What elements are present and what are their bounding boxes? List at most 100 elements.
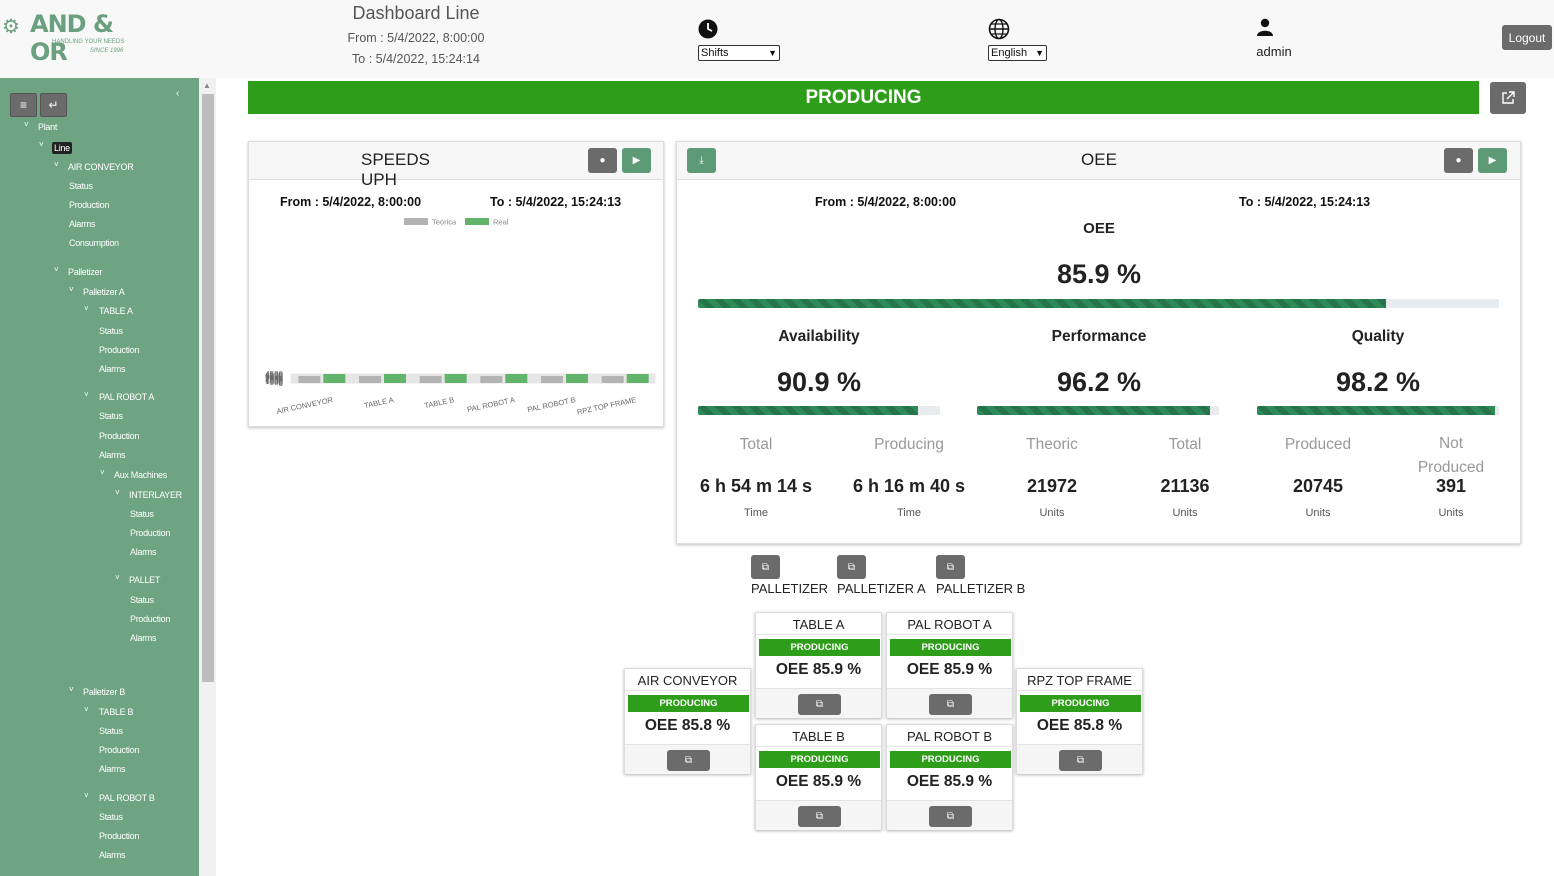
tree-expand-chevron-icon[interactable]: ˅ (100, 468, 105, 477)
sidebar-tree-item[interactable]: Palletizer (68, 267, 103, 277)
palletizer-a-group-button[interactable]: ⧉ (837, 555, 866, 579)
sidebar-tree-item[interactable]: Alarms (99, 850, 126, 860)
chart-xtick-label: PAL ROBOT A (466, 395, 515, 414)
sidebar-tree-item[interactable]: Production (99, 345, 140, 355)
chart-bar (419, 376, 442, 383)
sidebar-tree-item[interactable]: Status (99, 326, 123, 336)
tree-expand-chevron-icon[interactable]: ˅ (69, 285, 74, 294)
machine-open-button[interactable]: ⧉ (929, 806, 972, 827)
play-icon: ▶ (1488, 155, 1497, 166)
expand-icon: ⧉ (815, 699, 824, 710)
oee-play-button[interactable]: ▶ (1478, 148, 1507, 173)
tree-expand-chevron-icon[interactable]: ˅ (115, 488, 120, 497)
tree-expand-chevron-icon[interactable]: ˅ (84, 390, 89, 399)
machine-card-footer: ⧉ (756, 688, 881, 718)
scroll-up-arrow-icon[interactable]: ▲ (203, 81, 211, 90)
speeds-play-button[interactable]: ▶ (622, 148, 651, 173)
machine-status-badge: PRODUCING (628, 695, 749, 712)
sidebar-scrollbar-thumb[interactable] (202, 94, 214, 682)
palletizer-b-group-button[interactable]: ⧉ (936, 555, 965, 579)
sidebar-tree-item[interactable]: Alarms (69, 219, 96, 229)
sidebar-tree-item[interactable]: Plant (38, 122, 58, 132)
availability-progress-fill (698, 406, 918, 415)
sidebar-tree-item[interactable]: Palletizer A (83, 287, 125, 297)
download-button[interactable]: ⤓ (687, 148, 716, 173)
sidebar-tree-item[interactable]: Production (99, 431, 140, 441)
sidebar-tree-item[interactable]: PAL ROBOT B (99, 793, 155, 803)
sidebar-tree-item[interactable]: Status (99, 812, 123, 822)
oee-history-button[interactable]: ● (1444, 148, 1473, 173)
chart-ytick-label: 4000 (265, 371, 283, 380)
sidebar-tree-item[interactable]: Alarms (130, 633, 157, 643)
sidebar-tree-item[interactable]: Alarms (99, 450, 126, 460)
sidebar-tree-item[interactable]: Status (130, 509, 154, 519)
header-to-date: To : 5/4/2022, 15:24:14 (352, 52, 480, 66)
sidebar-tree-item[interactable]: Production (130, 614, 171, 624)
sidebar-tree-item[interactable]: Production (130, 528, 171, 538)
sidebar-tree-item[interactable]: Production (99, 745, 140, 755)
performance-progress-bar (977, 406, 1219, 415)
shift-select-value: Shifts (701, 47, 729, 59)
chart-legend-swatch (404, 218, 428, 225)
sidebar-tree-item[interactable]: Alarms (130, 547, 157, 557)
sidebar-tree-item[interactable]: Status (99, 411, 123, 421)
shift-select[interactable]: Shifts ▼ (698, 45, 780, 61)
quality-progress-bar (1257, 406, 1499, 415)
tree-expand-chevron-icon[interactable]: ˅ (84, 791, 89, 800)
tree-expand-chevron-icon[interactable]: ˅ (84, 705, 89, 714)
sidebar-tree-item[interactable]: INTERLAYER (129, 490, 182, 500)
tree-expand-chevron-icon[interactable]: ˅ (54, 265, 59, 274)
language-select-value: English (991, 47, 1028, 59)
sidebar-tree-item[interactable]: Status (130, 595, 154, 605)
logo-brand: AND & OR (30, 10, 114, 66)
sidebar-tree-item[interactable]: Status (99, 726, 123, 736)
sidebar-tree-item[interactable]: Status (69, 181, 93, 191)
machine-open-button[interactable]: ⧉ (929, 694, 972, 715)
sidebar-tree-item[interactable]: TABLE B (99, 707, 134, 717)
machine-open-button[interactable]: ⧉ (798, 694, 841, 715)
sidebar-tree-item[interactable]: Production (69, 200, 110, 210)
tree-expand-chevron-icon[interactable]: ˅ (39, 140, 44, 149)
speeds-history-button[interactable]: ● (588, 148, 617, 173)
open-external-button[interactable] (1490, 82, 1526, 114)
language-select[interactable]: English ▼ (988, 45, 1047, 61)
machine-name: TABLE B (756, 725, 881, 747)
machine-card: AIR CONVEYOR PRODUCING OEE 85.8 % ⧉ (624, 668, 751, 774)
menu-toggle-button[interactable]: ≡ (10, 93, 37, 117)
company-logo: ⚙ AND & OR HANDLING YOUR NEEDS SINCE 199… (2, 8, 142, 66)
sidebar-tree-item[interactable]: Alarms (99, 764, 126, 774)
sidebar-tree-item[interactable]: TABLE A (99, 306, 133, 316)
chart-bar (626, 374, 649, 383)
sidebar-tree-item[interactable]: Production (99, 831, 140, 841)
sidebar-tree-item[interactable]: PAL ROBOT A (99, 392, 155, 402)
machine-open-button[interactable]: ⧉ (798, 806, 841, 827)
tree-expand-chevron-icon[interactable]: ˅ (69, 685, 74, 694)
chart-ytick-label: 0 (279, 379, 284, 388)
tree-expand-chevron-icon[interactable]: ˅ (115, 573, 120, 582)
chart-xtick-label: TABLE B (424, 395, 456, 410)
machine-open-button[interactable]: ⧉ (1059, 750, 1102, 771)
machine-card-footer: ⧉ (887, 688, 1012, 718)
sidebar-tree-item[interactable]: Line (52, 142, 72, 154)
external-link-icon (1502, 91, 1515, 104)
sidebar-tree-item[interactable]: Aux Machines (114, 470, 167, 480)
collapse-sidebar-icon[interactable]: ‹ (176, 88, 180, 99)
sidebar-tree-item[interactable]: PALLET (129, 575, 161, 585)
header-from-date: From : 5/4/2022, 8:00:00 (347, 31, 485, 45)
sidebar-tree-item[interactable]: AIR CONVEYOR (68, 162, 134, 172)
tree-expand-chevron-icon[interactable]: ˅ (24, 120, 29, 129)
tree-expand-chevron-icon[interactable]: ˅ (84, 304, 89, 313)
machine-open-button[interactable]: ⧉ (667, 750, 710, 771)
logout-button[interactable]: Logout (1502, 25, 1552, 50)
palletizer-group-button[interactable]: ⧉ (751, 555, 780, 579)
sidebar-tree-item[interactable]: Alarms (99, 364, 126, 374)
chart-bar (298, 376, 321, 383)
stat-unit: Units (1172, 507, 1198, 519)
oee-from: From : 5/4/2022, 8:00:00 (815, 195, 957, 209)
tree-expand-chevron-icon[interactable]: ˅ (54, 160, 59, 169)
sidebar-tree-item[interactable]: Consumption (69, 238, 119, 248)
sidebar-tree-item[interactable]: Palletizer B (83, 687, 125, 697)
clock-icon (698, 19, 718, 39)
back-button[interactable]: ↵ (40, 93, 67, 117)
